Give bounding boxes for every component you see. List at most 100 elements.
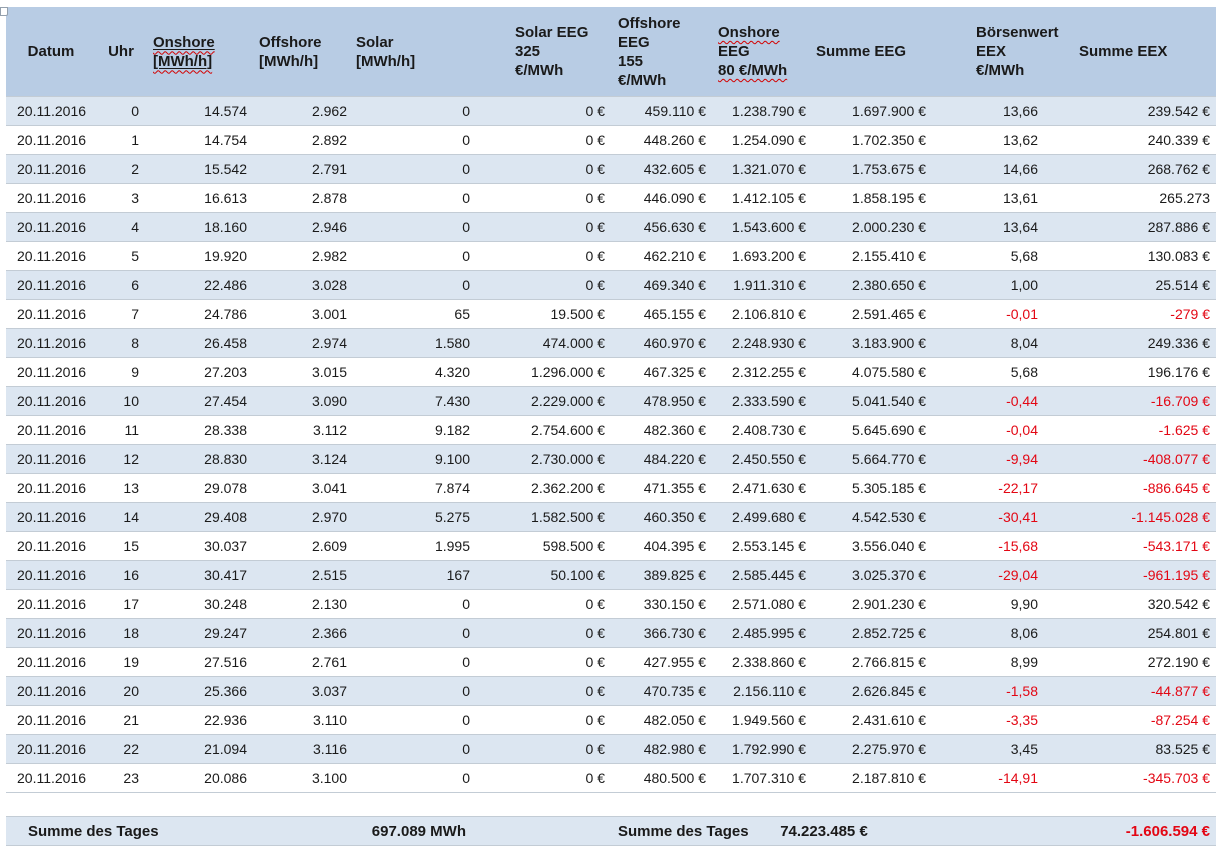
cell-onshore_mwh[interactable]: 25.366 — [146, 676, 254, 706]
cell-offshore_mwh[interactable]: 2.609 — [254, 531, 354, 561]
cell-summe_eex[interactable]: 25.514 € — [1046, 270, 1216, 300]
cell-offshore_mwh[interactable]: 2.946 — [254, 212, 354, 242]
cell-solar_mwh[interactable]: 5.275 — [354, 502, 478, 532]
cell-summe_eeg[interactable]: 2.187.810 € — [814, 763, 934, 793]
cell-boersenwert_eex[interactable]: 14,66 — [934, 154, 1046, 184]
cell-boersenwert_eex[interactable]: 5,68 — [934, 357, 1046, 387]
cell-onshore_eeg[interactable]: 2.248.930 € — [714, 328, 814, 358]
cell-onshore_mwh[interactable]: 29.078 — [146, 473, 254, 503]
cell-boersenwert_eex[interactable]: -0,04 — [934, 415, 1046, 445]
cell-onshore_eeg[interactable]: 2.338.860 € — [714, 647, 814, 677]
cell-onshore_mwh[interactable]: 30.248 — [146, 589, 254, 619]
cell-summe_eeg[interactable]: 5.645.690 € — [814, 415, 934, 445]
cell-solar_eeg[interactable]: 2.754.600 € — [478, 415, 614, 445]
cell-offshore_eeg[interactable]: 462.210 € — [614, 241, 714, 271]
column-header-datum[interactable]: Datum — [6, 7, 96, 97]
cell-solar_mwh[interactable]: 167 — [354, 560, 478, 590]
cell-offshore_mwh[interactable]: 3.112 — [254, 415, 354, 445]
cell-offshore_eeg[interactable]: 330.150 € — [614, 589, 714, 619]
cell-uhr[interactable]: 2 — [96, 154, 146, 184]
cell-onshore_mwh[interactable]: 21.094 — [146, 734, 254, 764]
cell-offshore_eeg[interactable]: 469.340 € — [614, 270, 714, 300]
cell-solar_mwh[interactable]: 0 — [354, 125, 478, 155]
cell-onshore_eeg[interactable]: 1.254.090 € — [714, 125, 814, 155]
cell-datum[interactable]: 20.11.2016 — [6, 676, 96, 706]
cell-onshore_eeg[interactable]: 1.949.560 € — [714, 705, 814, 735]
cell-summe_eex[interactable]: 239.542 € — [1046, 96, 1216, 126]
cell-offshore_mwh[interactable]: 2.962 — [254, 96, 354, 126]
cell-offshore_eeg[interactable]: 432.605 € — [614, 154, 714, 184]
cell-solar_eeg[interactable]: 0 € — [478, 647, 614, 677]
cell-onshore_eeg[interactable]: 2.408.730 € — [714, 415, 814, 445]
cell-solar_eeg[interactable]: 474.000 € — [478, 328, 614, 358]
cell-solar_mwh[interactable]: 0 — [354, 183, 478, 213]
cell-solar_mwh[interactable]: 0 — [354, 705, 478, 735]
cell-onshore_mwh[interactable]: 22.486 — [146, 270, 254, 300]
cell-summe_eex[interactable]: 272.190 € — [1046, 647, 1216, 677]
cell-summe_eex[interactable]: -345.703 € — [1046, 763, 1216, 793]
cell-offshore_eeg[interactable]: 480.500 € — [614, 763, 714, 793]
cell-solar_eeg[interactable]: 0 € — [478, 154, 614, 184]
cell-boersenwert_eex[interactable]: 5,68 — [934, 241, 1046, 271]
cell-summe_eeg[interactable]: 4.542.530 € — [814, 502, 934, 532]
cell-solar_eeg[interactable]: 0 € — [478, 183, 614, 213]
cell-offshore_eeg[interactable]: 456.630 € — [614, 212, 714, 242]
cell-onshore_eeg[interactable]: 2.333.590 € — [714, 386, 814, 416]
cell-uhr[interactable]: 0 — [96, 96, 146, 126]
cell-datum[interactable]: 20.11.2016 — [6, 96, 96, 126]
cell-uhr[interactable]: 9 — [96, 357, 146, 387]
cell-offshore_eeg[interactable]: 478.950 € — [614, 386, 714, 416]
cell-onshore_eeg[interactable]: 1.693.200 € — [714, 241, 814, 271]
cell-onshore_eeg[interactable]: 2.485.995 € — [714, 618, 814, 648]
cell-datum[interactable]: 20.11.2016 — [6, 270, 96, 300]
cell-boersenwert_eex[interactable]: 8,06 — [934, 618, 1046, 648]
cell-solar_eeg[interactable]: 0 € — [478, 241, 614, 271]
cell-solar_eeg[interactable]: 2.730.000 € — [478, 444, 614, 474]
cell-boersenwert_eex[interactable]: 13,62 — [934, 125, 1046, 155]
cell-summe_eex[interactable]: -1.145.028 € — [1046, 502, 1216, 532]
cell-summe_eeg[interactable]: 2.626.845 € — [814, 676, 934, 706]
cell-offshore_eeg[interactable]: 482.360 € — [614, 415, 714, 445]
cell-offshore_mwh[interactable]: 2.878 — [254, 183, 354, 213]
cell-datum[interactable]: 20.11.2016 — [6, 763, 96, 793]
cell-datum[interactable]: 20.11.2016 — [6, 154, 96, 184]
cell-datum[interactable]: 20.11.2016 — [6, 444, 96, 474]
cell-offshore_mwh[interactable]: 3.037 — [254, 676, 354, 706]
cell-summe_eex[interactable]: 287.886 € — [1046, 212, 1216, 242]
cell-offshore_eeg[interactable]: 482.980 € — [614, 734, 714, 764]
cell-datum[interactable]: 20.11.2016 — [6, 502, 96, 532]
cell-onshore_eeg[interactable]: 1.543.600 € — [714, 212, 814, 242]
cell-onshore_mwh[interactable]: 19.920 — [146, 241, 254, 271]
cell-solar_eeg[interactable]: 50.100 € — [478, 560, 614, 590]
cell-datum[interactable]: 20.11.2016 — [6, 241, 96, 271]
cell-summe_eeg[interactable]: 1.858.195 € — [814, 183, 934, 213]
cell-summe_eex[interactable]: 196.176 € — [1046, 357, 1216, 387]
cell-onshore_mwh[interactable]: 14.574 — [146, 96, 254, 126]
cell-onshore_mwh[interactable]: 29.408 — [146, 502, 254, 532]
cell-boersenwert_eex[interactable]: 13,66 — [934, 96, 1046, 126]
cell-summe_eeg[interactable]: 2.901.230 € — [814, 589, 934, 619]
cell-summe_eeg[interactable]: 2.275.970 € — [814, 734, 934, 764]
cell-solar_eeg[interactable]: 0 € — [478, 734, 614, 764]
cell-datum[interactable]: 20.11.2016 — [6, 299, 96, 329]
cell-solar_eeg[interactable]: 0 € — [478, 96, 614, 126]
cell-boersenwert_eex[interactable]: 8,99 — [934, 647, 1046, 677]
cell-offshore_mwh[interactable]: 3.001 — [254, 299, 354, 329]
cell-datum[interactable]: 20.11.2016 — [6, 212, 96, 242]
cell-solar_mwh[interactable]: 0 — [354, 763, 478, 793]
cell-solar_mwh[interactable]: 1.995 — [354, 531, 478, 561]
cell-offshore_mwh[interactable]: 2.130 — [254, 589, 354, 619]
cell-summe_eex[interactable]: -408.077 € — [1046, 444, 1216, 474]
cell-uhr[interactable]: 13 — [96, 473, 146, 503]
cell-uhr[interactable]: 15 — [96, 531, 146, 561]
cell-onshore_mwh[interactable]: 18.160 — [146, 212, 254, 242]
cell-summe_eex[interactable]: -886.645 € — [1046, 473, 1216, 503]
cell-solar_mwh[interactable]: 0 — [354, 647, 478, 677]
cell-onshore_mwh[interactable]: 15.542 — [146, 154, 254, 184]
cell-onshore_mwh[interactable]: 24.786 — [146, 299, 254, 329]
summary-total-mwh[interactable]: 697.089 MWh — [254, 816, 478, 846]
cell-uhr[interactable]: 7 — [96, 299, 146, 329]
cell-onshore_mwh[interactable]: 27.203 — [146, 357, 254, 387]
cell-onshore_mwh[interactable]: 27.454 — [146, 386, 254, 416]
summary-empty-cell[interactable] — [478, 816, 614, 846]
